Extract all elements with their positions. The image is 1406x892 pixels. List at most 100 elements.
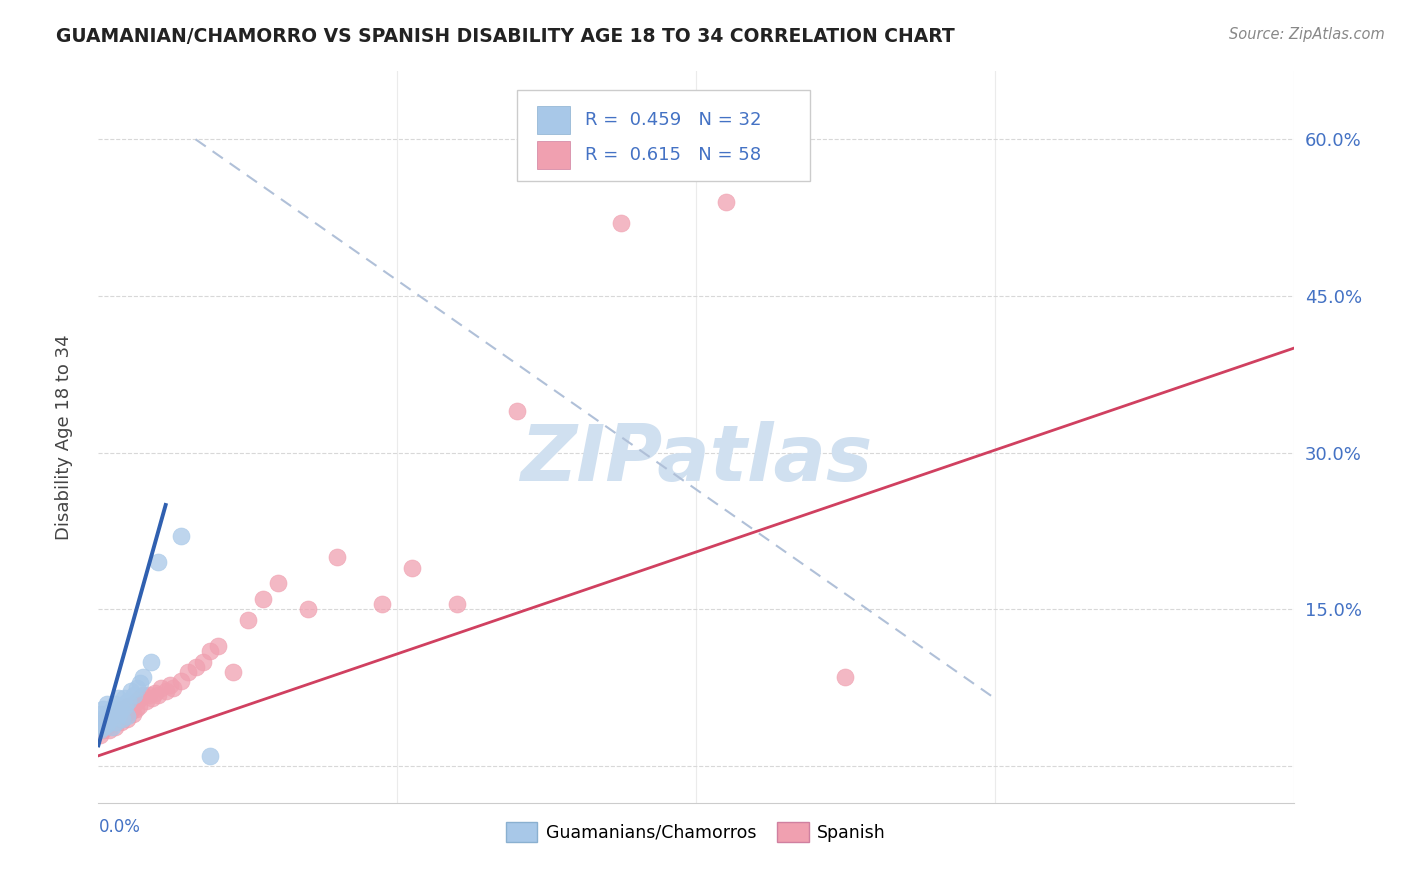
Point <box>118 705 141 719</box>
Point <box>104 719 127 733</box>
Point <box>297 602 319 616</box>
Point <box>96 717 118 731</box>
Point <box>252 592 274 607</box>
Text: ZIPatlas: ZIPatlas <box>520 421 872 497</box>
Point <box>128 698 150 713</box>
Point <box>132 688 155 702</box>
Point <box>132 670 155 684</box>
Point <box>97 723 120 737</box>
FancyBboxPatch shape <box>537 106 571 135</box>
Point <box>326 550 349 565</box>
Point <box>110 715 132 730</box>
Point <box>610 216 633 230</box>
Point <box>90 706 112 721</box>
Point <box>91 723 114 737</box>
Point <box>111 702 134 716</box>
Legend: Guamanians/Chamorros, Spanish: Guamanians/Chamorros, Spanish <box>499 815 893 849</box>
Point <box>371 597 394 611</box>
Point <box>191 655 214 669</box>
Point <box>97 712 120 726</box>
Point <box>267 576 290 591</box>
Text: R =  0.615   N = 58: R = 0.615 N = 58 <box>585 145 761 164</box>
Point <box>93 715 115 730</box>
Point <box>177 665 200 680</box>
Point <box>112 709 135 723</box>
Point <box>222 665 245 680</box>
FancyBboxPatch shape <box>517 90 810 181</box>
Point <box>207 639 229 653</box>
Point <box>127 694 149 708</box>
Point <box>141 691 163 706</box>
FancyBboxPatch shape <box>537 141 571 169</box>
Point <box>107 713 129 727</box>
Point <box>121 706 143 721</box>
Point <box>138 688 160 702</box>
Point <box>714 194 737 209</box>
Point <box>111 712 134 726</box>
Point <box>236 613 259 627</box>
Point <box>124 697 146 711</box>
Point <box>114 706 136 721</box>
Point <box>120 702 142 716</box>
Point <box>148 556 170 570</box>
Y-axis label: Disability Age 18 to 34: Disability Age 18 to 34 <box>55 334 73 540</box>
Point <box>169 529 191 543</box>
Point <box>101 719 124 733</box>
Point <box>162 681 184 695</box>
Point <box>105 715 128 730</box>
Point <box>834 670 856 684</box>
Point <box>105 709 128 723</box>
Point <box>96 697 118 711</box>
Text: R =  0.459   N = 32: R = 0.459 N = 32 <box>585 112 761 129</box>
Point <box>184 660 207 674</box>
Point <box>150 681 173 695</box>
Point <box>115 712 138 726</box>
Point <box>129 675 152 690</box>
Point <box>127 681 149 695</box>
Point <box>506 404 529 418</box>
Point <box>101 717 124 731</box>
Point <box>135 694 157 708</box>
Point <box>200 748 222 763</box>
Point <box>200 644 222 658</box>
Point <box>104 697 127 711</box>
Point <box>110 702 132 716</box>
Point <box>148 688 170 702</box>
Point <box>98 712 122 726</box>
Point <box>91 719 114 733</box>
Point <box>143 686 166 700</box>
Point <box>117 698 139 713</box>
Point <box>169 673 191 688</box>
Point <box>115 709 138 723</box>
Point <box>98 705 122 719</box>
Point <box>112 691 135 706</box>
Point <box>90 719 112 733</box>
Point <box>124 688 146 702</box>
Point <box>103 715 125 730</box>
Point <box>108 706 131 721</box>
Point <box>129 691 152 706</box>
Point <box>94 719 117 733</box>
Text: 0.0%: 0.0% <box>98 818 141 836</box>
Point <box>87 717 110 731</box>
Point <box>401 560 423 574</box>
Point <box>87 723 110 737</box>
Text: GUAMANIAN/CHAMORRO VS SPANISH DISABILITY AGE 18 TO 34 CORRELATION CHART: GUAMANIAN/CHAMORRO VS SPANISH DISABILITY… <box>56 27 955 45</box>
Point <box>89 723 111 737</box>
Point <box>91 702 114 716</box>
Point <box>159 678 181 692</box>
Point <box>125 702 148 716</box>
Point <box>94 709 117 723</box>
Point <box>96 717 118 731</box>
Point <box>93 715 115 730</box>
Point <box>446 597 468 611</box>
Point <box>139 655 162 669</box>
Point <box>103 702 125 716</box>
Point <box>120 684 142 698</box>
Point <box>89 728 111 742</box>
Point <box>114 698 136 713</box>
Point <box>107 691 129 706</box>
Text: Source: ZipAtlas.com: Source: ZipAtlas.com <box>1229 27 1385 42</box>
Point <box>117 694 139 708</box>
Point <box>108 706 131 721</box>
